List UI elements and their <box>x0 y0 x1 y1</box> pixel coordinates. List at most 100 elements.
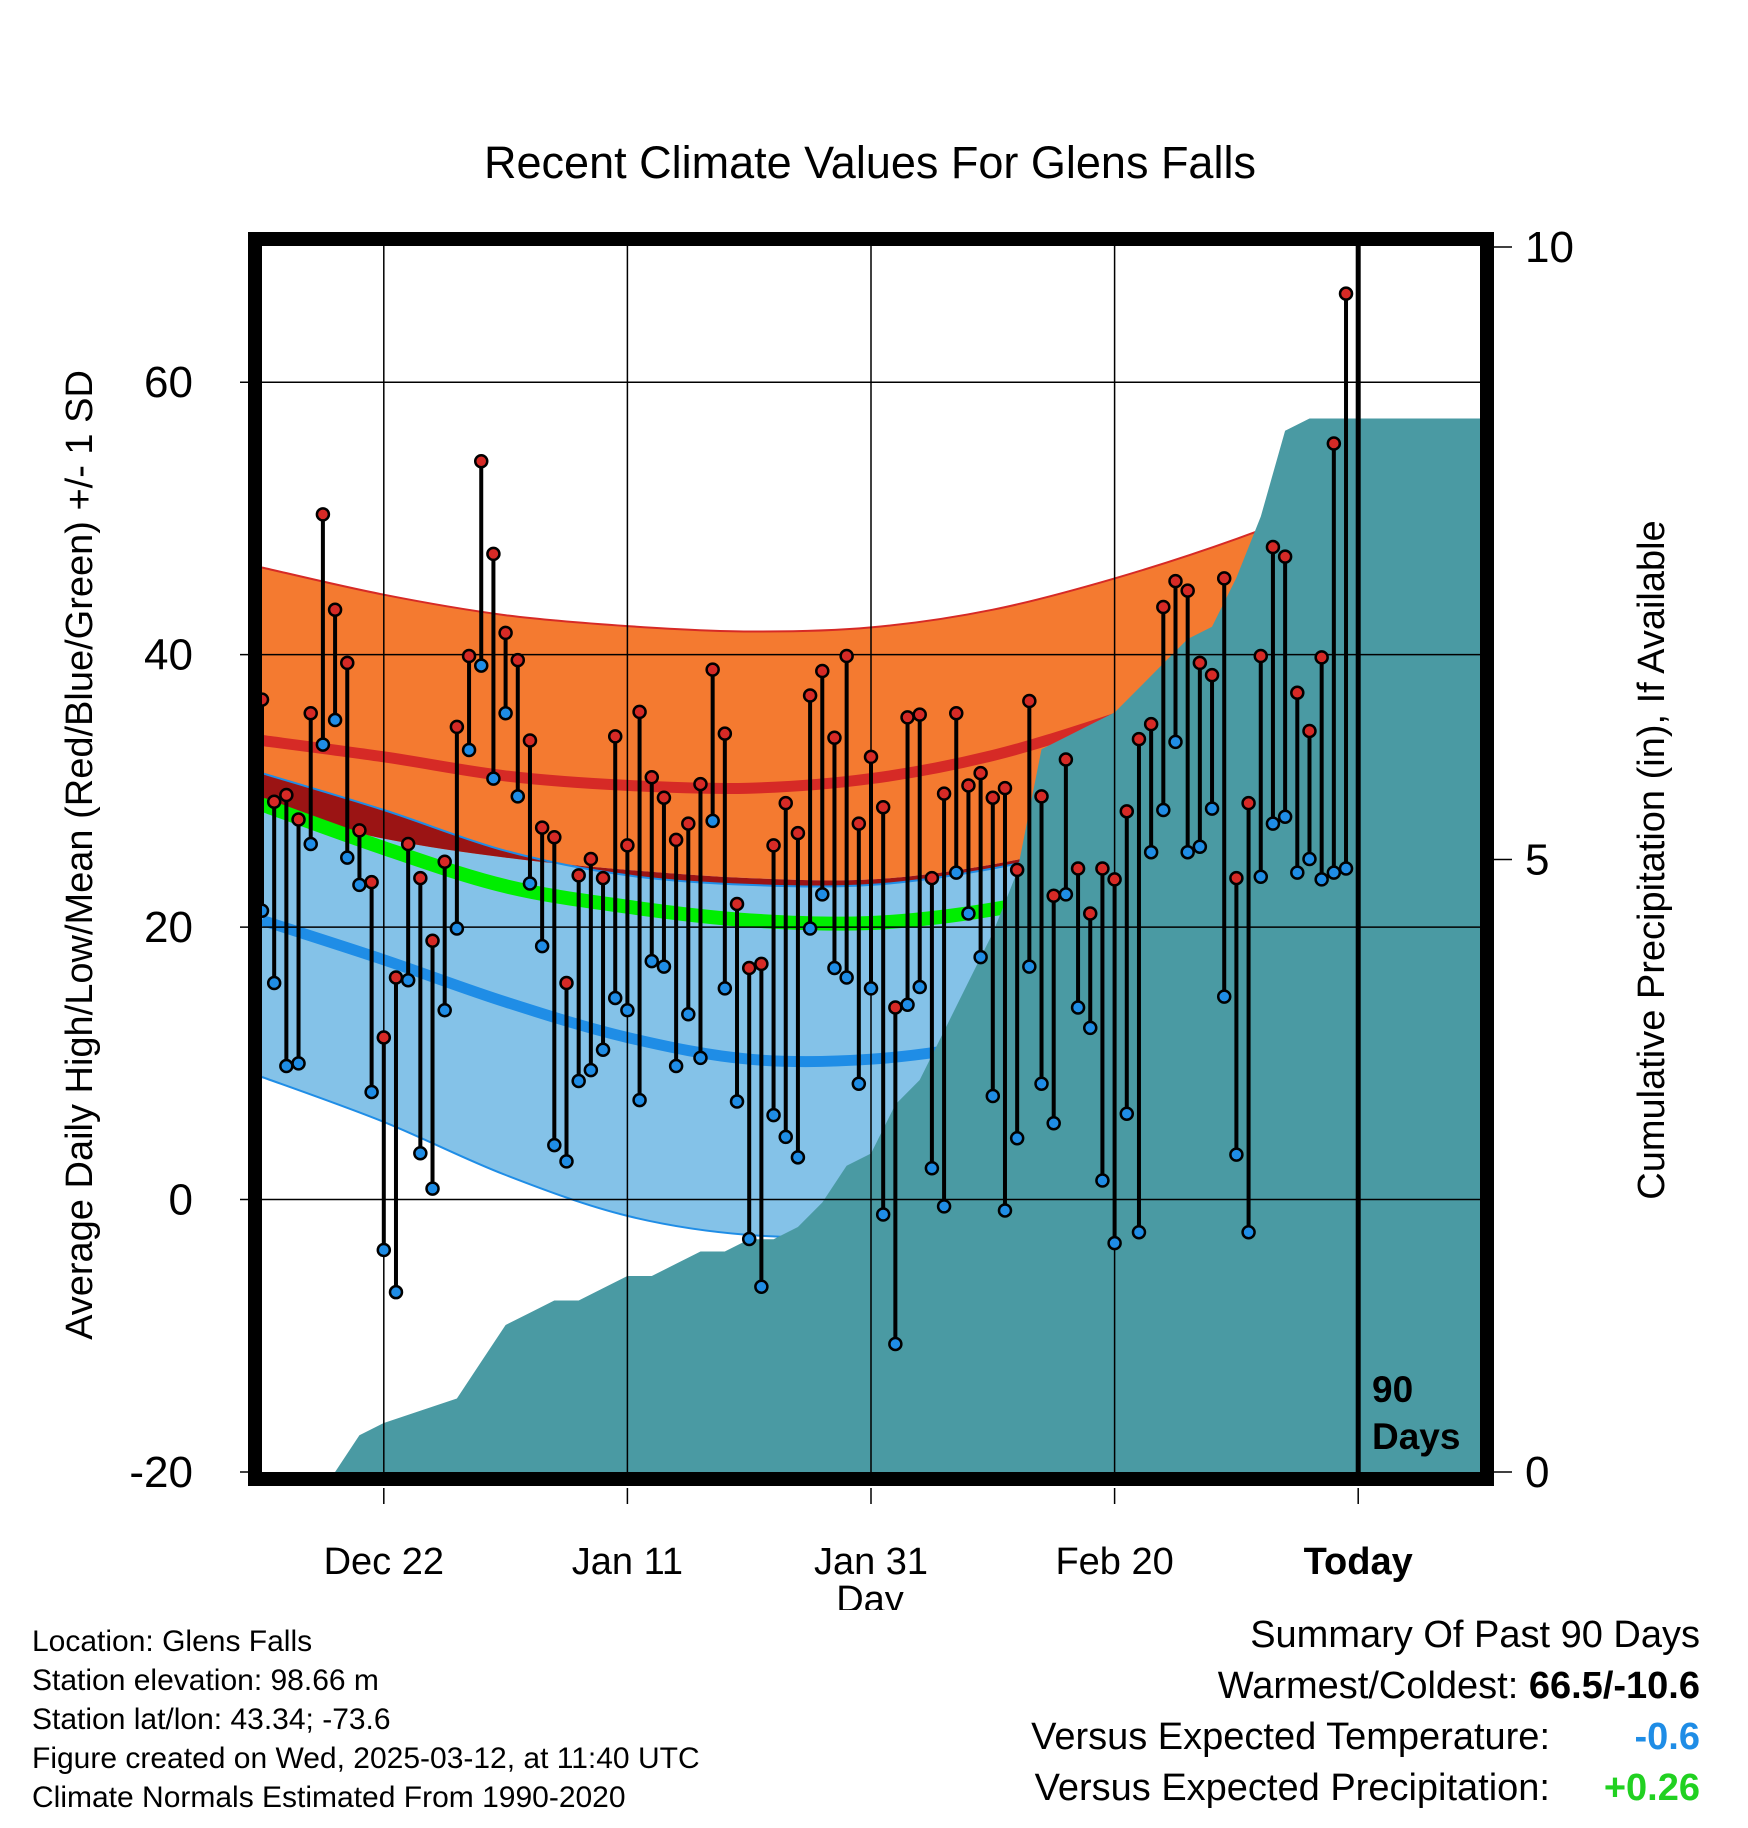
observed-low-point <box>900 997 915 1013</box>
observed-high-point <box>388 970 404 985</box>
observed-high-point <box>1290 685 1305 701</box>
precip-anomaly-label: Versus Expected Precipitation: <box>1034 1767 1550 1809</box>
observed-high-point <box>1277 549 1293 564</box>
right-tick-label: 5 <box>1525 836 1549 885</box>
observed-high-point <box>949 705 964 721</box>
observed-high-point <box>1131 731 1147 747</box>
observed-high-point <box>1143 716 1159 732</box>
station-info: Location: Glens Falls Station elevation:… <box>32 1622 700 1817</box>
observed-low-point <box>1095 1173 1110 1188</box>
left-tick-label: 40 <box>144 631 193 680</box>
observed-low-point <box>1046 1116 1061 1131</box>
x-tick-label: Jan 31 <box>814 1541 928 1583</box>
observed-high-point <box>340 655 355 671</box>
observed-low-point <box>1302 851 1317 867</box>
observed-high-point <box>754 956 769 972</box>
observed-low-point <box>1009 1131 1025 1146</box>
observed-high-point <box>1229 870 1244 886</box>
observed-high-point <box>510 652 526 668</box>
observed-low-point <box>815 887 830 902</box>
observed-high-point <box>973 765 988 781</box>
observed-low-point <box>1253 869 1269 884</box>
observed-low-point <box>1314 872 1329 887</box>
plot-border <box>248 232 1494 1486</box>
observed-low-point <box>693 1050 708 1066</box>
observed-low-point <box>1070 1000 1086 1015</box>
observed-low-point <box>936 1199 952 1214</box>
observed-low-point <box>717 981 733 996</box>
temp-anomaly-label: Versus Expected Temperature: <box>1031 1716 1550 1758</box>
observed-high-point <box>400 836 416 852</box>
observed-high-point <box>1095 861 1110 876</box>
observed-low-point <box>498 705 513 721</box>
temp-anomaly-row: Versus Expected Temperature: -0.6 <box>1031 1712 1700 1763</box>
observed-low-point <box>827 960 842 976</box>
observed-low-point <box>1192 839 1208 854</box>
observed-high-point <box>668 832 684 848</box>
location-text: Location: Glens Falls <box>32 1625 313 1658</box>
left-tick-label: 0 <box>169 1176 193 1225</box>
observed-low-point <box>863 981 879 996</box>
observed-high-point <box>1180 583 1195 598</box>
observed-low-point <box>1156 802 1171 818</box>
observed-high-point <box>766 838 781 853</box>
observed-low-point <box>790 1150 806 1165</box>
observed-low-point <box>961 906 976 921</box>
elevation-text: Station elevation: 98.66 m <box>32 1664 379 1697</box>
warmest-coldest-row: Warmest/Coldest: 66.5/-10.6 <box>1031 1661 1700 1712</box>
observed-low-point <box>632 1092 647 1108</box>
observed-high-point <box>595 870 611 886</box>
observed-high-point <box>279 787 294 803</box>
observed-high-point <box>644 770 660 785</box>
observed-low-point <box>729 1094 745 1109</box>
observed-high-point <box>364 874 379 890</box>
observed-low-point <box>985 1088 1001 1104</box>
observed-high-point <box>327 602 343 617</box>
observed-low-point <box>705 813 720 829</box>
observed-low-point <box>1143 844 1159 860</box>
observed-high-point <box>924 870 940 886</box>
observed-low-point <box>1338 861 1354 876</box>
observed-high-point <box>1119 804 1135 819</box>
observed-low-point <box>595 1042 611 1057</box>
precip-anomaly-row: Versus Expected Precipitation: +0.26 <box>1031 1763 1700 1814</box>
x-tick-label: Jan 11 <box>572 1541 683 1583</box>
observed-low-point <box>949 865 964 880</box>
normals-text: Climate Normals Estimated From 1990-2020 <box>32 1781 626 1814</box>
observed-low-point <box>1119 1106 1135 1121</box>
observed-high-point <box>778 795 793 811</box>
today-marker-label: 90 Days <box>1372 1369 1460 1457</box>
observed-low-point <box>1131 1224 1147 1240</box>
right-tick-label: 0 <box>1525 1448 1549 1497</box>
observed-high-point <box>1022 693 1037 709</box>
observed-high-point <box>851 816 867 831</box>
left-axis-label: Average Daily High/Low/Mean (Red/Blue/Gr… <box>59 370 101 1340</box>
observed-high-point <box>790 825 806 841</box>
summary-panel: Summary Of Past 90 Days Warmest/Coldest:… <box>1031 1610 1700 1814</box>
left-tick-label: -20 <box>129 1448 193 1497</box>
observed-high-point <box>1314 650 1329 665</box>
observed-high-point <box>1204 667 1220 683</box>
observed-low-point <box>644 953 660 969</box>
observed-low-point <box>425 1181 440 1196</box>
observed-low-point <box>1204 801 1220 816</box>
observed-high-point <box>559 975 574 991</box>
observed-high-point <box>1034 789 1049 804</box>
observed-high-point <box>900 710 915 725</box>
observed-high-point <box>1082 906 1098 921</box>
observed-low-point <box>1034 1076 1049 1092</box>
observed-high-point <box>839 648 854 664</box>
observed-low-point <box>888 1336 903 1352</box>
observed-low-point <box>327 712 343 728</box>
observed-low-point <box>303 836 318 852</box>
observed-high-point <box>985 790 1001 805</box>
observed-high-point <box>1046 888 1061 904</box>
observed-high-point <box>303 705 318 721</box>
observed-low-point <box>851 1076 867 1092</box>
observed-low-point <box>510 789 526 804</box>
x-axis-label: Day <box>836 1579 904 1610</box>
observed-high-point <box>961 778 976 793</box>
created-text: Figure created on Wed, 2025-03-12, at 11… <box>32 1742 700 1775</box>
observed-low-point <box>1216 989 1232 1004</box>
